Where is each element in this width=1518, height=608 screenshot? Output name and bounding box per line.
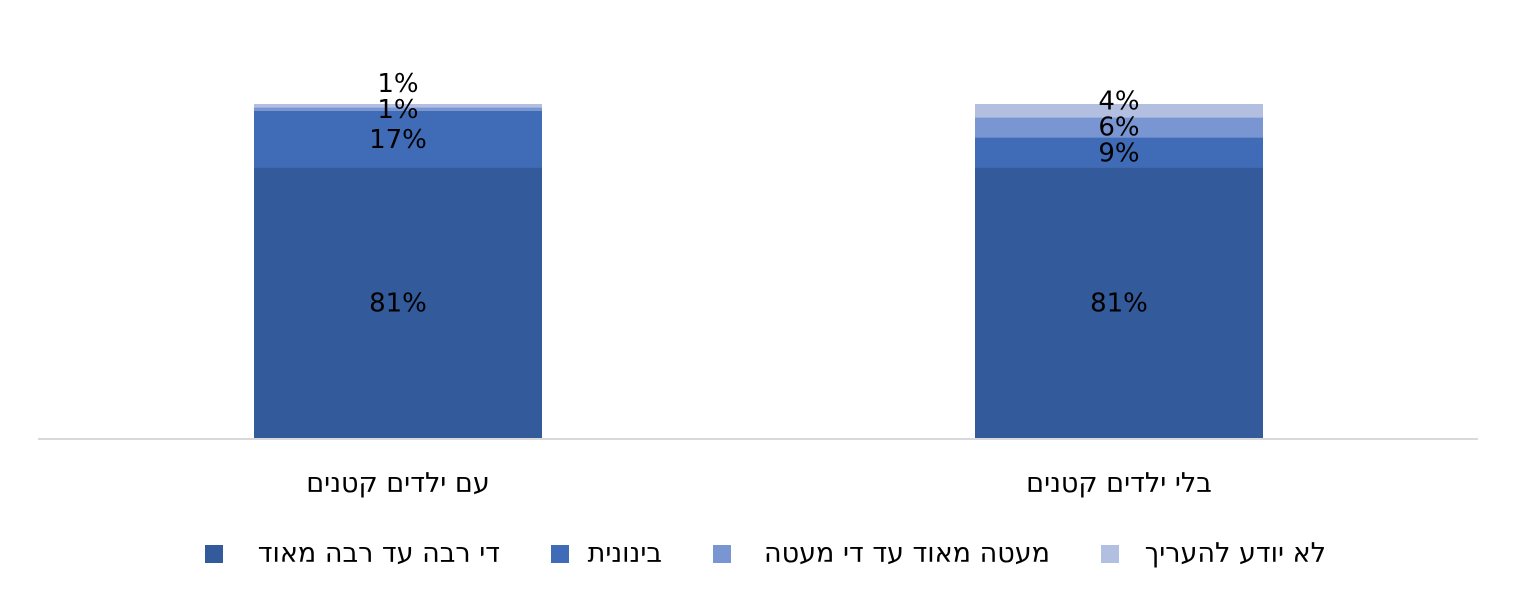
bar-segment-very-much-2 [975,167,1263,438]
bar-segment-dont-know-2 [975,104,1263,118]
legend-item-little: מעטה מאוד עד די מעטה [713,538,1050,569]
category-label-1: עם ילדים קטנים [306,468,490,499]
data-label-dont-know-1: 1% [377,69,418,99]
legend-item-moderate: בינונית [551,538,662,569]
legend-item-very-much: די רבה עד רבה מאוד [205,538,500,569]
bar-segment-little-1 [254,107,542,111]
data-label-dont-know-2: 4% [1098,86,1139,116]
legend-swatch-little [713,545,731,563]
bar-segment-dont-know-1 [254,104,542,108]
data-label-very-much-1: 81% [369,289,427,319]
bars-layer [254,104,1263,438]
bar-segment-moderate-1 [254,110,542,168]
data-label-little-2: 6% [1098,112,1139,142]
legend-swatch-moderate [551,545,569,563]
legend-label-little: מעטה מאוד עד די מעטה [764,538,1050,569]
legend-label-moderate: בינונית [588,538,662,569]
data-label-little-1: 1% [377,95,418,125]
legend-label-dont-know: לא יודע להעריך [1145,538,1326,569]
legend-swatch-very-much [205,545,223,563]
bar-segment-moderate-2 [975,137,1263,168]
legend: די רבה עד רבה מאוד בינונית מעטה מאוד עד … [205,538,1326,569]
legend-item-dont-know: לא יודע להעריך [1101,538,1326,569]
bar-segment-little-2 [975,117,1263,138]
data-label-very-much-2: 81% [1090,289,1148,319]
data-label-moderate-1: 17% [369,125,427,155]
legend-swatch-dont-know [1101,545,1119,563]
legend-label-very-much: די רבה עד רבה מאוד [258,538,500,569]
data-labels-layer: 81%17%1%1%81%9%6%4% [369,69,1148,319]
data-label-moderate-2: 9% [1098,138,1139,168]
category-label-2: בלי ילדים קטנים [1026,468,1212,499]
bar-segment-very-much-1 [254,167,542,438]
